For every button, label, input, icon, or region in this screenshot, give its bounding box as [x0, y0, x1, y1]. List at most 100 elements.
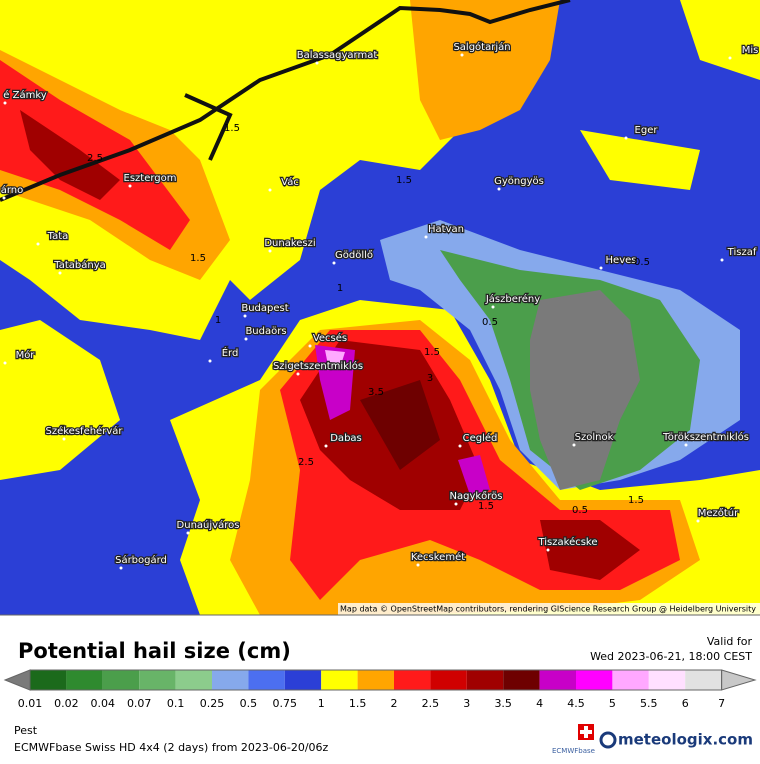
legend-label: 6 [682, 697, 689, 710]
legend-swatch [430, 670, 467, 690]
valid-time: Wed 2023-06-21, 18:00 CEST [590, 650, 752, 663]
city-dot [3, 361, 7, 365]
city-label: Dabas [330, 433, 362, 444]
city-dot [324, 444, 328, 448]
city-dot [36, 242, 40, 246]
city-dot [491, 305, 495, 309]
legend-label: 0.1 [167, 697, 185, 710]
legend-label: 3 [463, 697, 470, 710]
legend-swatch [321, 670, 358, 690]
city-dot [458, 444, 462, 448]
city-label: Hatvan [428, 224, 464, 235]
contour-label: 1.5 [424, 347, 440, 358]
city-dot [424, 235, 428, 239]
city-dot [58, 271, 62, 275]
legend-label: 0.75 [273, 697, 298, 710]
city-dot [296, 372, 300, 376]
city-label: Mór [16, 349, 36, 361]
city-dot [696, 519, 700, 523]
legend-label: 5.5 [640, 697, 658, 710]
legend-swatch [576, 670, 613, 690]
city-dot [268, 249, 272, 253]
city-label: Tatabánya [53, 259, 106, 271]
city-label: Cegléd [463, 432, 498, 444]
city-label: Kecskemét [411, 551, 465, 563]
contour-labels: 2.5 1.5 1.5 1.5 1 0.5 1.5 3.5 2.5 1.5 0.5 3 1.5 1 0.5 [87, 123, 650, 516]
contour-label: 1.5 [396, 175, 412, 186]
legend-swatch [357, 670, 394, 690]
legend-swatch [212, 670, 249, 690]
city-dot [684, 443, 688, 447]
legend-swatch [466, 670, 504, 690]
contour-label: 1.5 [190, 253, 206, 264]
city-label: Tiszaf [727, 247, 757, 258]
contour-label: 3.5 [368, 387, 384, 398]
contour-label: 1.5 [628, 495, 644, 506]
legend-label: 2.5 [422, 697, 440, 710]
legend-under [3, 669, 31, 691]
city-dot [572, 443, 576, 447]
contour-label: 1 [337, 283, 343, 294]
contour-label: 0.5 [634, 257, 650, 268]
city-dot [243, 314, 247, 318]
legend-swatch [66, 670, 103, 690]
city-label: Tata [47, 231, 69, 242]
city-dot [2, 196, 6, 200]
city-dot [546, 548, 550, 552]
legend-swatch [648, 670, 686, 690]
contour-label: 0.5 [482, 317, 498, 328]
city-label: Szolnok [575, 432, 614, 443]
legend-swatch [685, 670, 722, 690]
city-dot [460, 53, 464, 57]
legend-label: 0.5 [240, 697, 258, 710]
legend-label: 5 [609, 697, 616, 710]
city-dot [315, 61, 319, 65]
legend-swatch [612, 670, 649, 690]
city-label: Dunakeszi [264, 238, 315, 249]
city-label: Balassagyarmat [297, 50, 378, 61]
city-label: Szigetszentmiklós [273, 360, 363, 372]
legend-label: 7 [718, 697, 725, 710]
map [0, 0, 760, 615]
legend-frame [29, 669, 723, 691]
city-dot [186, 531, 190, 535]
legend-swatch [102, 670, 140, 690]
valid-label: Valid for [707, 635, 753, 648]
city-label: é Zámky [3, 89, 46, 101]
city-label: Gyöngyös [494, 176, 544, 187]
city-dot [728, 56, 732, 60]
city-label: Dunaújváros [177, 519, 240, 531]
legend-swatch [394, 670, 431, 690]
legend-swatch [539, 670, 576, 690]
city-label: Törökszentmiklós [662, 431, 749, 443]
city-label: Tiszakécske [537, 536, 597, 548]
legend-label: 3.5 [494, 697, 512, 710]
city-labels: Balassagyarmat Salgótarján é Zámky Eger Eszt… [0, 40, 760, 570]
city-label: Mis [742, 45, 759, 56]
city-label: Nagykőrös [449, 490, 502, 502]
contour-label: 0.5 [572, 505, 588, 516]
city-dot [3, 101, 7, 105]
contour-label: 2.5 [87, 153, 103, 164]
attribution: Map data © OpenStreetMap contributors, r… [340, 605, 756, 614]
badge: ECMWFbase [552, 747, 595, 755]
legend-swatch [30, 670, 67, 690]
contour-label: 3 [427, 373, 433, 384]
legend-label: 0.02 [54, 697, 79, 710]
city-dot [208, 359, 212, 363]
city-label: Gödöllő [335, 249, 373, 261]
city-dot [119, 566, 123, 570]
city-dot [244, 337, 248, 341]
color-legend: 0.01 0.02 0.04 0.07 0.1 0.25 0.5 0.75 1 1.5 2 2.5 3 3… [3, 669, 757, 710]
model-info: ECMWFbase Swiss HD 4x4 (2 days) from 202… [14, 741, 329, 754]
city-dot [268, 188, 272, 192]
city-label: Jászberény [485, 293, 540, 305]
city-dot [599, 266, 603, 270]
legend-label: 2 [391, 697, 398, 710]
legend-swatch [284, 670, 322, 690]
legend-label: 1.5 [349, 697, 367, 710]
city-label: Székesfehérvár [46, 425, 124, 437]
city-label: Érd [222, 346, 239, 359]
legend-label: 0.04 [91, 697, 116, 710]
